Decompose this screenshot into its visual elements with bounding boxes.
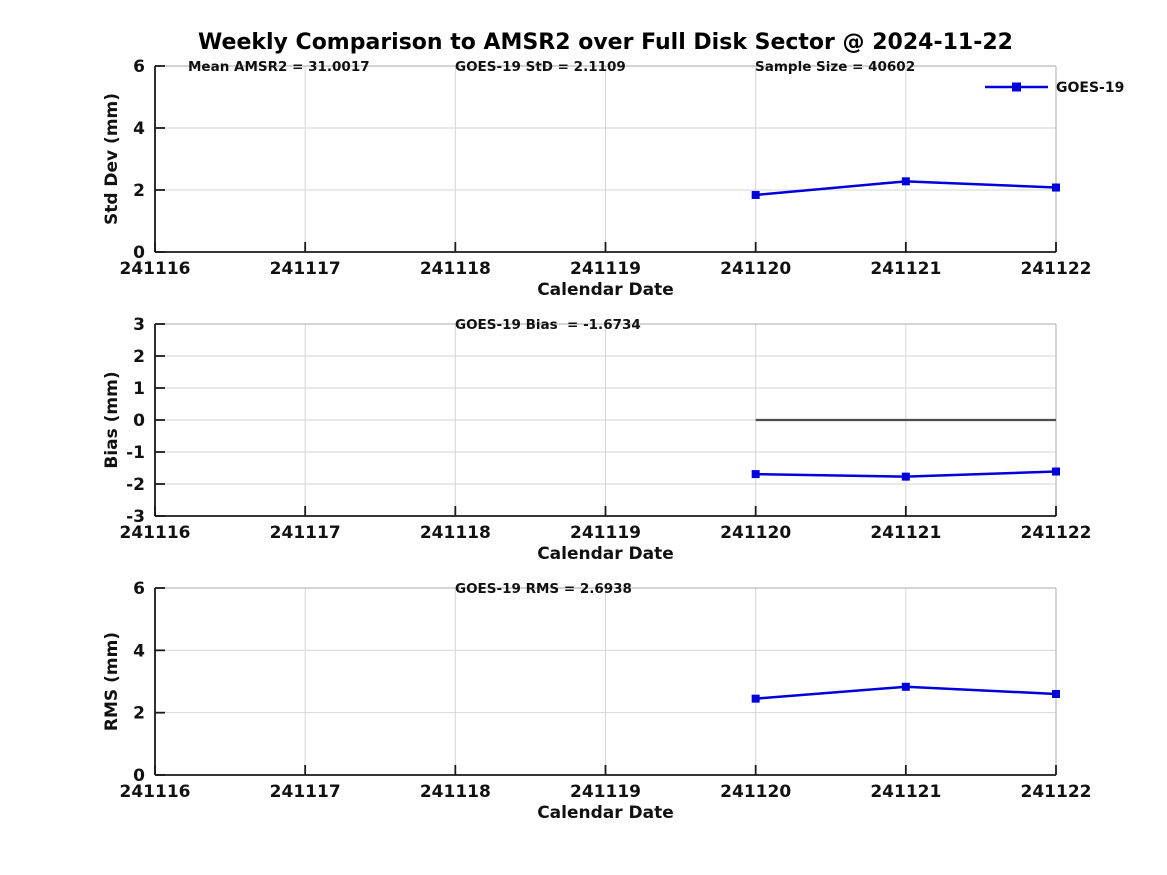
legend-label: GOES-19 — [1056, 80, 1124, 96]
figure-title: Weekly Comparison to AMSR2 over Full Dis… — [198, 30, 1013, 55]
y-tick-label: 2 — [133, 704, 145, 724]
x-tick-label: 241119 — [570, 523, 641, 543]
y-tick-label: 6 — [133, 57, 145, 77]
data-point-marker — [1052, 183, 1060, 192]
x-tick-label: 241121 — [870, 782, 941, 802]
x-tick-label: 241117 — [270, 259, 341, 279]
x-tick-label: 241116 — [120, 523, 191, 543]
data-point-marker — [1052, 467, 1060, 476]
data-point-marker — [901, 177, 910, 186]
x-tick-label: 241117 — [270, 523, 341, 543]
annotation-text: GOES-19 RMS = 2.6938 — [455, 581, 632, 597]
x-tick-label: 241122 — [1021, 259, 1092, 279]
chart-bias: 241116 241117 241118 241119 241120 241121 2411… — [102, 315, 1091, 564]
x-tick-label: 241120 — [720, 523, 791, 543]
y-axis-label: RMS (mm) — [102, 632, 122, 731]
x-tick-label: 241119 — [570, 782, 641, 802]
data-point-marker — [901, 682, 910, 691]
annotation-text: GOES-19 Bias = -1.6734 — [455, 317, 641, 333]
y-axis-label: Std Dev (mm) — [102, 93, 122, 225]
y-tick-label: 1 — [133, 379, 145, 399]
y-tick-label: 2 — [133, 181, 145, 201]
x-tick-label: 241121 — [870, 259, 941, 279]
y-axis-label: Bias (mm) — [102, 371, 122, 468]
annotation-text: Sample Size = 40602 — [755, 59, 915, 75]
data-point-marker — [751, 694, 760, 703]
x-tick-label: 241119 — [570, 259, 641, 279]
chart-std-dev: 241116 241117 241118 241119 241120 241121 2411… — [102, 57, 1124, 300]
x-axis-label: Calendar Date — [537, 544, 674, 564]
annotation-text: GOES-19 StD = 2.1109 — [455, 59, 626, 75]
y-tick-label: -3 — [126, 507, 145, 527]
y-tick-label: -2 — [126, 475, 145, 495]
x-tick-label: 241122 — [1021, 523, 1092, 543]
x-tick-label: 241118 — [420, 782, 491, 802]
y-tick-label: 4 — [133, 119, 145, 139]
data-point-marker — [1052, 689, 1060, 698]
chart-rms: 241116 241117 241118 241119 241120 241121 2411… — [102, 579, 1091, 823]
x-axis-label: Calendar Date — [537, 803, 674, 823]
x-tick-label: 241120 — [720, 259, 791, 279]
y-tick-label: 3 — [133, 315, 145, 335]
y-tick-label: -1 — [126, 443, 145, 463]
y-tick-label: 0 — [133, 766, 145, 786]
x-axis-label: Calendar Date — [537, 280, 674, 300]
y-tick-label: 2 — [133, 347, 145, 367]
y-tick-label: 0 — [133, 411, 145, 431]
legend-marker — [1012, 82, 1021, 92]
y-tick-label: 4 — [133, 641, 145, 661]
x-tick-label: 241118 — [420, 259, 491, 279]
x-tick-label: 241116 — [120, 782, 191, 802]
data-point-marker — [751, 470, 760, 479]
y-tick-label: 0 — [133, 243, 145, 263]
x-tick-label: 241122 — [1021, 782, 1092, 802]
x-tick-label: 241118 — [420, 523, 491, 543]
x-tick-label: 241116 — [120, 259, 191, 279]
annotation-text: Mean AMSR2 = 31.0017 — [188, 59, 370, 75]
data-point-marker — [751, 190, 760, 199]
x-tick-label: 241120 — [720, 782, 791, 802]
x-tick-label: 241117 — [270, 782, 341, 802]
y-tick-label: 6 — [133, 579, 145, 599]
x-tick-label: 241121 — [870, 523, 941, 543]
data-point-marker — [901, 472, 910, 481]
